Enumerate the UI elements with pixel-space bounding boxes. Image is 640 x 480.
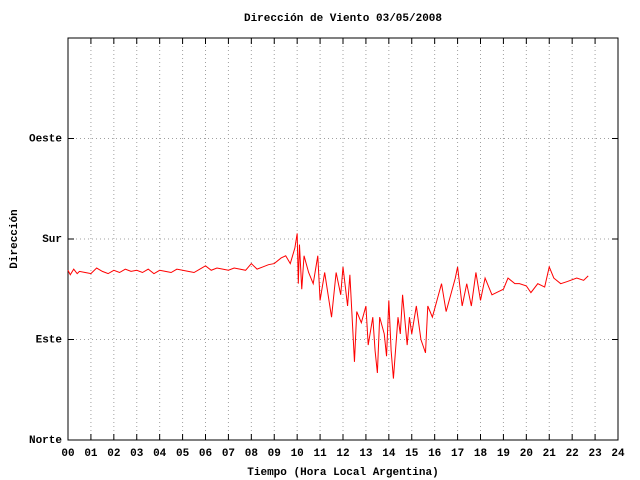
x-tick-label: 16 bbox=[428, 448, 441, 460]
x-tick-label: 19 bbox=[497, 448, 510, 460]
x-tick-label: 06 bbox=[199, 448, 212, 460]
x-tick-label: 21 bbox=[543, 448, 557, 460]
x-tick-label: 09 bbox=[268, 448, 281, 460]
plot-border bbox=[67, 37, 619, 441]
x-tick-label: 23 bbox=[588, 448, 602, 460]
chart-title: Dirección de Viento 03/05/2008 bbox=[244, 13, 442, 25]
x-tick-label: 02 bbox=[107, 448, 120, 460]
y-tick-label: Este bbox=[36, 334, 63, 346]
x-tick-label: 15 bbox=[405, 448, 419, 460]
x-tick-label: 11 bbox=[313, 448, 327, 460]
y-axis-label: Dirección bbox=[9, 209, 21, 268]
x-tick-label: 05 bbox=[176, 448, 190, 460]
y-tick-label: Norte bbox=[29, 435, 62, 447]
x-tick-label: 18 bbox=[474, 448, 488, 460]
x-tick-label: 22 bbox=[566, 448, 579, 460]
x-tick-label: 17 bbox=[451, 448, 464, 460]
x-axis-label: Tiempo (Hora Local Argentina) bbox=[247, 467, 438, 479]
x-tick-label: 03 bbox=[130, 448, 144, 460]
x-tick-label: 24 bbox=[611, 448, 625, 460]
y-tick-label: Sur bbox=[42, 234, 62, 246]
x-tick-label: 10 bbox=[291, 448, 304, 460]
x-tick-label: 13 bbox=[359, 448, 373, 460]
x-tick-label: 04 bbox=[153, 448, 167, 460]
x-tick-label: 14 bbox=[382, 448, 396, 460]
data-line bbox=[67, 233, 589, 379]
x-tick-label: 12 bbox=[336, 448, 349, 460]
x-tick-label: 20 bbox=[520, 448, 533, 460]
x-tick-label: 07 bbox=[222, 448, 235, 460]
x-tick-label: 00 bbox=[61, 448, 74, 460]
y-tick-label: Oeste bbox=[29, 133, 62, 145]
x-tick-label: 08 bbox=[245, 448, 259, 460]
x-tick-label: 01 bbox=[84, 448, 98, 460]
